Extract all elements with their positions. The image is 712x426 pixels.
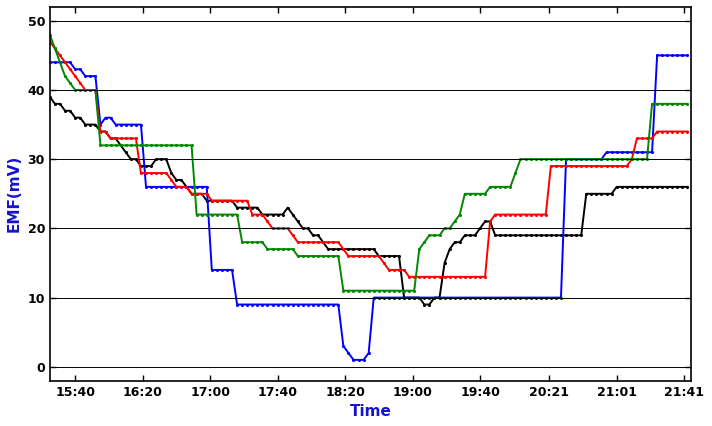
X-axis label: Time: Time (350, 404, 392, 419)
Y-axis label: EMF(mV): EMF(mV) (7, 155, 22, 233)
